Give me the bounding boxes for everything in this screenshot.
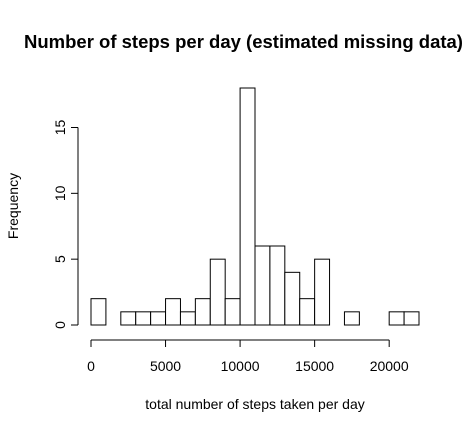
histogram-bar (194, 298, 211, 326)
x-tick-label: 0 (87, 358, 95, 374)
histogram-bar (165, 298, 181, 326)
x-tick-label: 10000 (221, 358, 260, 374)
histogram-bar (299, 298, 316, 326)
histogram-bar (135, 311, 152, 326)
y-tick-label: 10 (52, 185, 68, 201)
histogram-bar (403, 311, 420, 326)
histogram-bar (314, 258, 331, 326)
x-tick-label: 15000 (295, 358, 334, 374)
histogram-bars (90, 87, 420, 326)
x-tick-label: 20000 (370, 358, 409, 374)
histogram-bar (179, 311, 196, 326)
x-axis: 0 5000 10000 15000 20000 (87, 339, 409, 374)
y-tick-label: 15 (52, 120, 68, 136)
histogram-bar (120, 311, 137, 326)
histogram-bar (269, 245, 286, 326)
y-axis-label: Frequency (5, 173, 21, 239)
x-axis-label: total number of steps taken per day (145, 396, 364, 412)
y-tick-label: 5 (52, 255, 68, 263)
histogram-bar (284, 271, 301, 326)
x-tick-label: 5000 (150, 358, 181, 374)
histogram-bar (343, 311, 360, 326)
chart-title: Number of steps per day (estimated missi… (24, 31, 463, 52)
y-tick-label: 0 (52, 321, 68, 329)
histogram-bar (150, 311, 167, 326)
histogram-bar (239, 87, 256, 326)
y-axis: 0 5 10 15 (52, 120, 79, 329)
histogram-bar (388, 311, 405, 326)
histogram-bar (209, 258, 226, 326)
histogram-bar (90, 298, 107, 326)
histogram-bar (254, 245, 271, 326)
histogram-bar (224, 298, 241, 326)
